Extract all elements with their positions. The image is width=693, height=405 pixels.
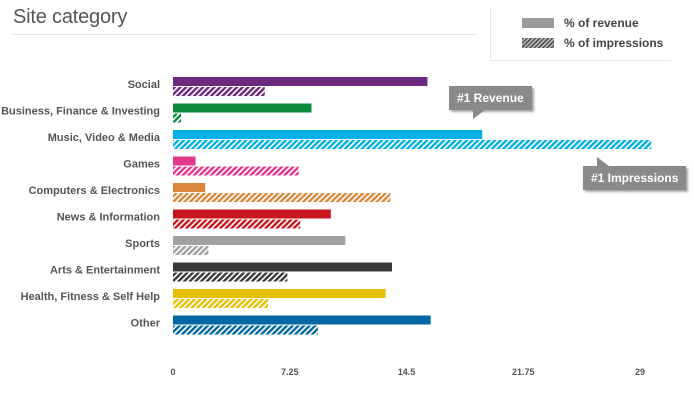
bar-revenue-games	[173, 156, 196, 166]
chart-title: Site category	[13, 6, 128, 28]
bar-impressions-sports	[173, 246, 209, 255]
category-label-social: Social	[128, 79, 160, 91]
x-tick-label-4: 29	[635, 367, 645, 377]
bar-revenue-computers-and-electronics	[173, 183, 206, 192]
legend-item-revenue: % of revenue	[522, 16, 639, 30]
legend-swatch-impressions	[522, 38, 554, 48]
category-label-arts-and-entertainment: Arts & Entertainment	[50, 265, 160, 277]
x-tick-label-0: 0	[170, 367, 175, 377]
bar-impressions-computers-and-electronics	[173, 193, 391, 202]
legend-label-impressions: % of impressions	[564, 36, 664, 50]
bar-impressions-news-and-information	[173, 219, 301, 229]
x-axis-ticks: 0 7.25 14.5 21.75 29	[170, 367, 645, 377]
bar-revenue-other	[173, 315, 431, 325]
x-tick-label-1: 7.25	[281, 367, 299, 377]
title-divider	[12, 34, 477, 35]
bar-impressions-music-video-and-media	[173, 140, 652, 149]
category-label-music-video-and-media: Music, Video & Media	[48, 132, 161, 144]
legend-swatch-revenue	[522, 18, 554, 28]
callout-top-impressions: #1 Impressions	[583, 157, 687, 190]
callout-top-revenue: #1 Revenue	[449, 86, 532, 119]
category-label-computers-and-electronics: Computers & Electronics	[29, 185, 160, 197]
bar-revenue-sports	[173, 236, 346, 245]
bar-impressions-other	[173, 325, 318, 335]
bar-revenue-music-video-and-media	[173, 130, 483, 139]
legend-label-revenue: % of revenue	[564, 16, 639, 30]
category-label-games: Games	[123, 159, 160, 171]
category-label-business-finance-and-investing: Business, Finance & Investing	[1, 106, 160, 118]
callout-top-impressions-text: #1 Impressions	[591, 171, 679, 185]
bar-impressions-business-finance-and-investing	[173, 113, 182, 123]
category-label-other: Other	[131, 318, 161, 330]
legend-item-impressions: % of impressions	[522, 36, 663, 50]
bar-revenue-health-fitness-and-self-help	[173, 289, 386, 298]
category-labels: Social Business, Finance & Investing Music…	[1, 79, 161, 330]
x-tick-label-3: 21.75	[512, 367, 535, 377]
bar-revenue-news-and-information	[173, 209, 331, 219]
category-label-sports: Sports	[125, 238, 160, 250]
callout-top-revenue-text: #1 Revenue	[457, 91, 524, 105]
x-tick-label-2: 14.5	[398, 367, 416, 377]
category-label-news-and-information: News & Information	[57, 212, 161, 224]
bar-revenue-arts-and-entertainment	[173, 262, 393, 272]
bar-revenue-business-finance-and-investing	[173, 103, 312, 113]
bar-revenue-social	[173, 77, 428, 86]
callout-top-impressions-pointer	[597, 157, 609, 166]
legend: % of revenue % of impressions	[490, 8, 671, 61]
category-label-health-fitness-and-self-help: Health, Fitness & Self Help	[21, 291, 161, 303]
bars	[173, 77, 652, 335]
bar-impressions-arts-and-entertainment	[173, 272, 288, 282]
callout-top-revenue-pointer	[473, 110, 485, 119]
bar-impressions-health-fitness-and-self-help	[173, 299, 269, 308]
bar-impressions-social	[173, 87, 265, 96]
bar-impressions-games	[173, 166, 299, 176]
